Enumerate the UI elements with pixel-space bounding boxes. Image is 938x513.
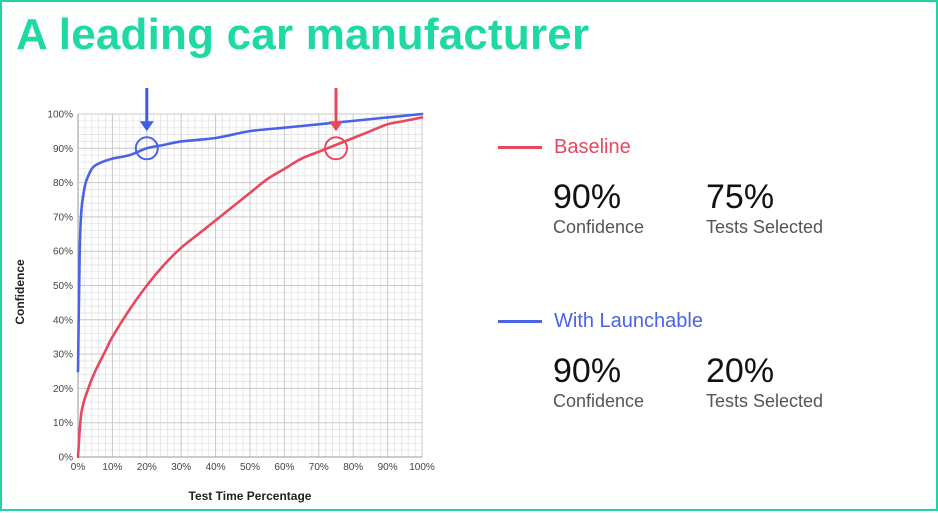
baseline-confidence-value: 90% bbox=[553, 178, 622, 216]
y-tick-label: 100% bbox=[47, 110, 73, 121]
launchable-confidence-value: 90% bbox=[553, 352, 622, 390]
chart-markers bbox=[134, 88, 348, 161]
launchable-arrow-head-icon bbox=[139, 121, 154, 132]
x-tick-label: 20% bbox=[137, 462, 157, 473]
x-tick-label: 60% bbox=[274, 462, 294, 473]
launchable-tests-stat: 20% Tests Selected bbox=[706, 352, 823, 412]
baseline-tests-value: 75% bbox=[706, 178, 775, 216]
launchable-tests-value: 20% bbox=[706, 352, 775, 390]
baseline-tests-stat: 75% Tests Selected bbox=[706, 178, 823, 238]
baseline-tests-label: Tests Selected bbox=[706, 217, 824, 237]
baseline-arrow-head-icon bbox=[329, 121, 343, 132]
legend-baseline-swatch bbox=[498, 146, 542, 149]
x-tick-label: 40% bbox=[206, 462, 226, 473]
x-tick-label: 100% bbox=[409, 462, 435, 473]
y-tick-label: 80% bbox=[53, 178, 73, 189]
baseline-marker-circle bbox=[324, 136, 348, 161]
x-tick-label: 10% bbox=[102, 462, 122, 473]
y-tick-label: 10% bbox=[53, 418, 73, 429]
x-tick-label: 70% bbox=[309, 462, 329, 473]
y-tick-label: 20% bbox=[53, 384, 73, 395]
y-axis-label: Confidence bbox=[13, 259, 27, 325]
legend-launchable: With Launchable bbox=[498, 310, 703, 333]
chart-tick-labels: 0% 10% 20% 30% 40% 50% 60% 70% 80% 90% 100% 0% 10% 20… bbox=[47, 110, 434, 474]
launchable-tests-label: Tests Selected bbox=[706, 391, 824, 411]
legend-launchable-label: With Launchable bbox=[554, 310, 703, 332]
slide-title: A leading car manufacturer bbox=[16, 10, 590, 59]
x-tick-label: 80% bbox=[343, 462, 363, 473]
y-tick-label: 60% bbox=[53, 247, 73, 258]
y-tick-label: 70% bbox=[53, 212, 73, 223]
launchable-marker-circle bbox=[134, 136, 159, 161]
legend-baseline: Baseline bbox=[498, 136, 631, 159]
x-tick-label: 0% bbox=[71, 462, 86, 473]
baseline-series-line bbox=[76, 116, 424, 459]
y-tick-label: 90% bbox=[53, 144, 73, 155]
baseline-confidence-stat: 90% Confidence bbox=[553, 178, 644, 238]
legend-baseline-label: Baseline bbox=[554, 136, 631, 158]
baseline-confidence-label: Confidence bbox=[553, 217, 645, 237]
launchable-confidence-label: Confidence bbox=[553, 391, 645, 411]
y-tick-label: 30% bbox=[53, 350, 73, 361]
y-tick-label: 0% bbox=[59, 453, 74, 464]
x-tick-label: 30% bbox=[171, 462, 191, 473]
launchable-confidence-stat: 90% Confidence bbox=[553, 352, 644, 412]
y-tick-label: 50% bbox=[53, 281, 73, 292]
x-tick-label: 50% bbox=[240, 462, 260, 473]
x-axis-label: Test Time Percentage bbox=[189, 489, 312, 503]
x-tick-label: 90% bbox=[378, 462, 398, 473]
y-tick-label: 40% bbox=[53, 315, 73, 326]
legend-launchable-swatch bbox=[498, 320, 542, 323]
